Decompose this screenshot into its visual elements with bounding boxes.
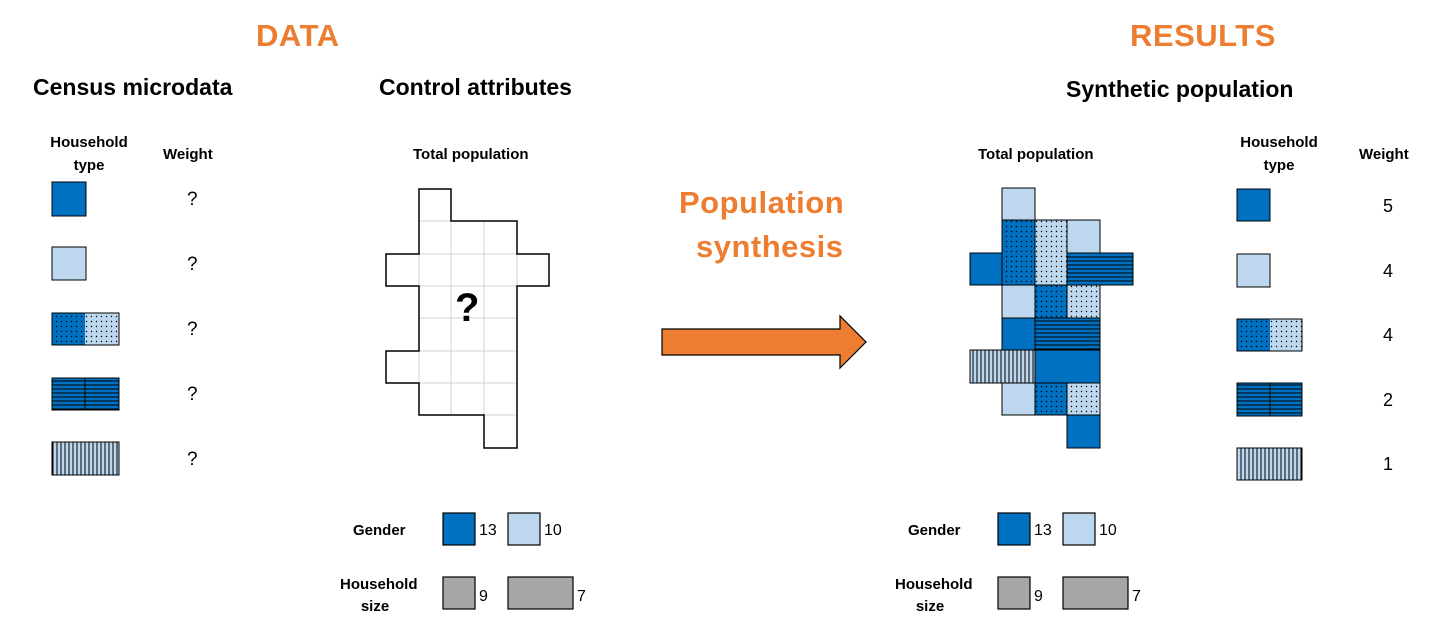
- synthetic-population-grid: [969, 187, 1134, 449]
- synthetic-type-4-icon: [1236, 382, 1303, 417]
- synthetic-type-3-icon: [1236, 318, 1303, 352]
- synthetic-type-5-icon: [1236, 447, 1303, 481]
- synthetic-weight-5: 1: [1383, 454, 1394, 474]
- process-arrow: [661, 314, 867, 370]
- synthetic-gender-female-box: [1062, 512, 1096, 546]
- synthetic-weight-2: 4: [1383, 261, 1394, 281]
- control-household-size-label: Household size: [340, 576, 418, 615]
- data-header: DATA: [256, 18, 340, 53]
- synthetic-gender-value-1: 13: [1034, 522, 1052, 539]
- control-population-grid: [385, 188, 550, 449]
- synthetic-gender-male-box: [997, 512, 1031, 546]
- census-weight-2: ?: [187, 254, 198, 275]
- process-label-line1: Population: [679, 185, 845, 220]
- synthetic-household-type-header: Household type: [1240, 134, 1318, 174]
- synthetic-size-value-2: 7: [1132, 588, 1141, 605]
- control-gender-male-box: [442, 512, 476, 546]
- control-unknown-mark: ?: [455, 286, 480, 330]
- synthetic-weight-1: 5: [1383, 196, 1394, 216]
- synthetic-type-1-icon: [1236, 188, 1271, 222]
- synthetic-gender-value-2: 10: [1099, 522, 1117, 539]
- census-type-5-icon: [51, 441, 120, 476]
- census-weight-3: ?: [187, 319, 198, 340]
- results-header: RESULTS: [1130, 18, 1276, 53]
- census-type-1-icon: [51, 181, 87, 217]
- synthetic-title: Synthetic population: [1066, 76, 1294, 102]
- census-type-4-icon: [51, 377, 120, 411]
- control-size-small-box: [442, 576, 476, 610]
- synthetic-weight-4: 2: [1383, 390, 1394, 410]
- control-size-value-1: 9: [479, 588, 488, 605]
- control-size-large-box: [507, 576, 574, 610]
- census-weight-header: Weight: [163, 146, 213, 163]
- control-total-population-label: Total population: [413, 146, 529, 163]
- control-size-value-2: 7: [577, 588, 586, 605]
- synthetic-size-large-box: [1062, 576, 1129, 610]
- synthetic-household-size-label: Household size: [895, 576, 973, 615]
- control-gender-value-2: 10: [544, 522, 562, 539]
- census-weight-4: ?: [187, 384, 198, 405]
- control-title: Control attributes: [379, 74, 572, 100]
- synthetic-total-population-label: Total population: [978, 146, 1094, 163]
- synthetic-size-small-box: [997, 576, 1031, 610]
- census-type-3-icon: [51, 312, 120, 346]
- census-weight-5: ?: [187, 449, 198, 470]
- synthetic-weight-header: Weight: [1359, 146, 1409, 163]
- synthetic-weight-3: 4: [1383, 325, 1394, 345]
- synthetic-size-value-1: 9: [1034, 588, 1043, 605]
- process-label-line2: synthesis: [696, 229, 844, 264]
- census-household-type-header: Household type: [50, 134, 128, 174]
- census-weight-1: ?: [187, 189, 198, 210]
- control-gender-value-1: 13: [479, 522, 497, 539]
- census-title: Census microdata: [33, 74, 233, 100]
- control-gender-female-box: [507, 512, 541, 546]
- synthetic-gender-label: Gender: [908, 522, 961, 539]
- synthetic-type-2-icon: [1236, 253, 1271, 288]
- census-type-2-icon: [51, 246, 87, 281]
- control-gender-label: Gender: [353, 522, 406, 539]
